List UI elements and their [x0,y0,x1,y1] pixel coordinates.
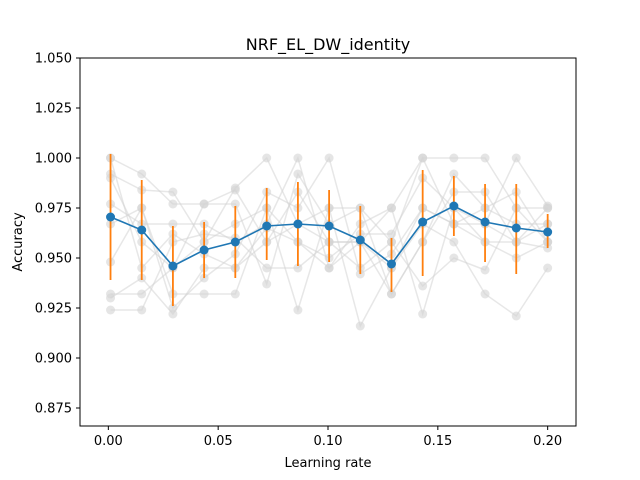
y-axis: 0.875 0.900 0.925 0.950 0.975 1.000 1.025 1.050 [35,52,80,417]
x-axis: 0.00 0.05 0.10 0.15 0.20 [94,426,562,449]
mean-point [106,212,116,222]
run-point [418,281,428,291]
run-point [449,253,459,263]
run-point [355,321,365,331]
chart-title: NRF_EL_DW_identity [246,35,411,55]
run-point [293,153,303,163]
y-tick-label: 1.000 [35,152,72,167]
run-point [262,153,272,163]
run-point [199,199,209,209]
mean-point [137,225,147,235]
run-point [168,199,178,209]
run-point [262,263,272,273]
run-point [106,293,116,303]
run-point [449,169,459,179]
run-point [106,305,116,315]
x-axis-label: Learning rate [285,456,372,471]
run-point [543,263,553,273]
y-axis-label: Accuracy [11,212,26,272]
x-tick-label: 0.10 [314,434,343,449]
run-point [137,169,147,179]
run-point [293,263,303,273]
y-tick-label: 0.875 [35,402,72,417]
run-point [324,263,334,273]
mean-point [324,221,334,231]
run-point [511,153,521,163]
run-point [137,289,147,299]
mean-point [543,227,553,237]
y-tick-label: 1.025 [35,102,72,117]
run-point [418,309,428,319]
run-point [168,303,178,313]
run-point [230,199,240,209]
run-point [230,289,240,299]
x-tick-label: 0.00 [94,434,123,449]
mean-point [355,235,365,245]
mean-point [386,259,396,269]
mean-point [262,221,272,231]
mean-point [230,237,240,247]
mean-point [418,217,428,227]
run-point [386,203,396,213]
x-tick-label: 0.15 [423,434,452,449]
y-tick-label: 0.925 [35,302,72,317]
x-tick-label: 0.05 [204,434,233,449]
mean-point [511,223,521,233]
y-tick-label: 0.900 [35,352,72,367]
run-point [543,203,553,213]
mean-point [449,201,459,211]
run-point [168,219,178,229]
mean-point [199,245,209,255]
run-point [386,229,396,239]
run-point [293,169,303,179]
run-point [449,237,459,247]
run-point [480,289,490,299]
run-point [418,153,428,163]
y-tick-label: 0.975 [35,202,72,217]
run-point [324,153,334,163]
run-point [480,153,490,163]
run-point [262,279,272,289]
y-tick-label: 1.050 [35,52,72,67]
run-point [230,183,240,193]
x-tick-label: 0.20 [533,434,562,449]
mean-point [168,261,178,271]
run-point [386,289,396,299]
run-point [511,311,521,321]
y-tick-label: 0.950 [35,252,72,267]
run-point [480,265,490,275]
run-point [449,153,459,163]
mean-series [106,201,553,271]
run-point [199,289,209,299]
mean-point [480,217,490,227]
run-point [168,187,178,197]
run-point [137,305,147,315]
run-point [293,305,303,315]
mean-point [293,219,303,229]
